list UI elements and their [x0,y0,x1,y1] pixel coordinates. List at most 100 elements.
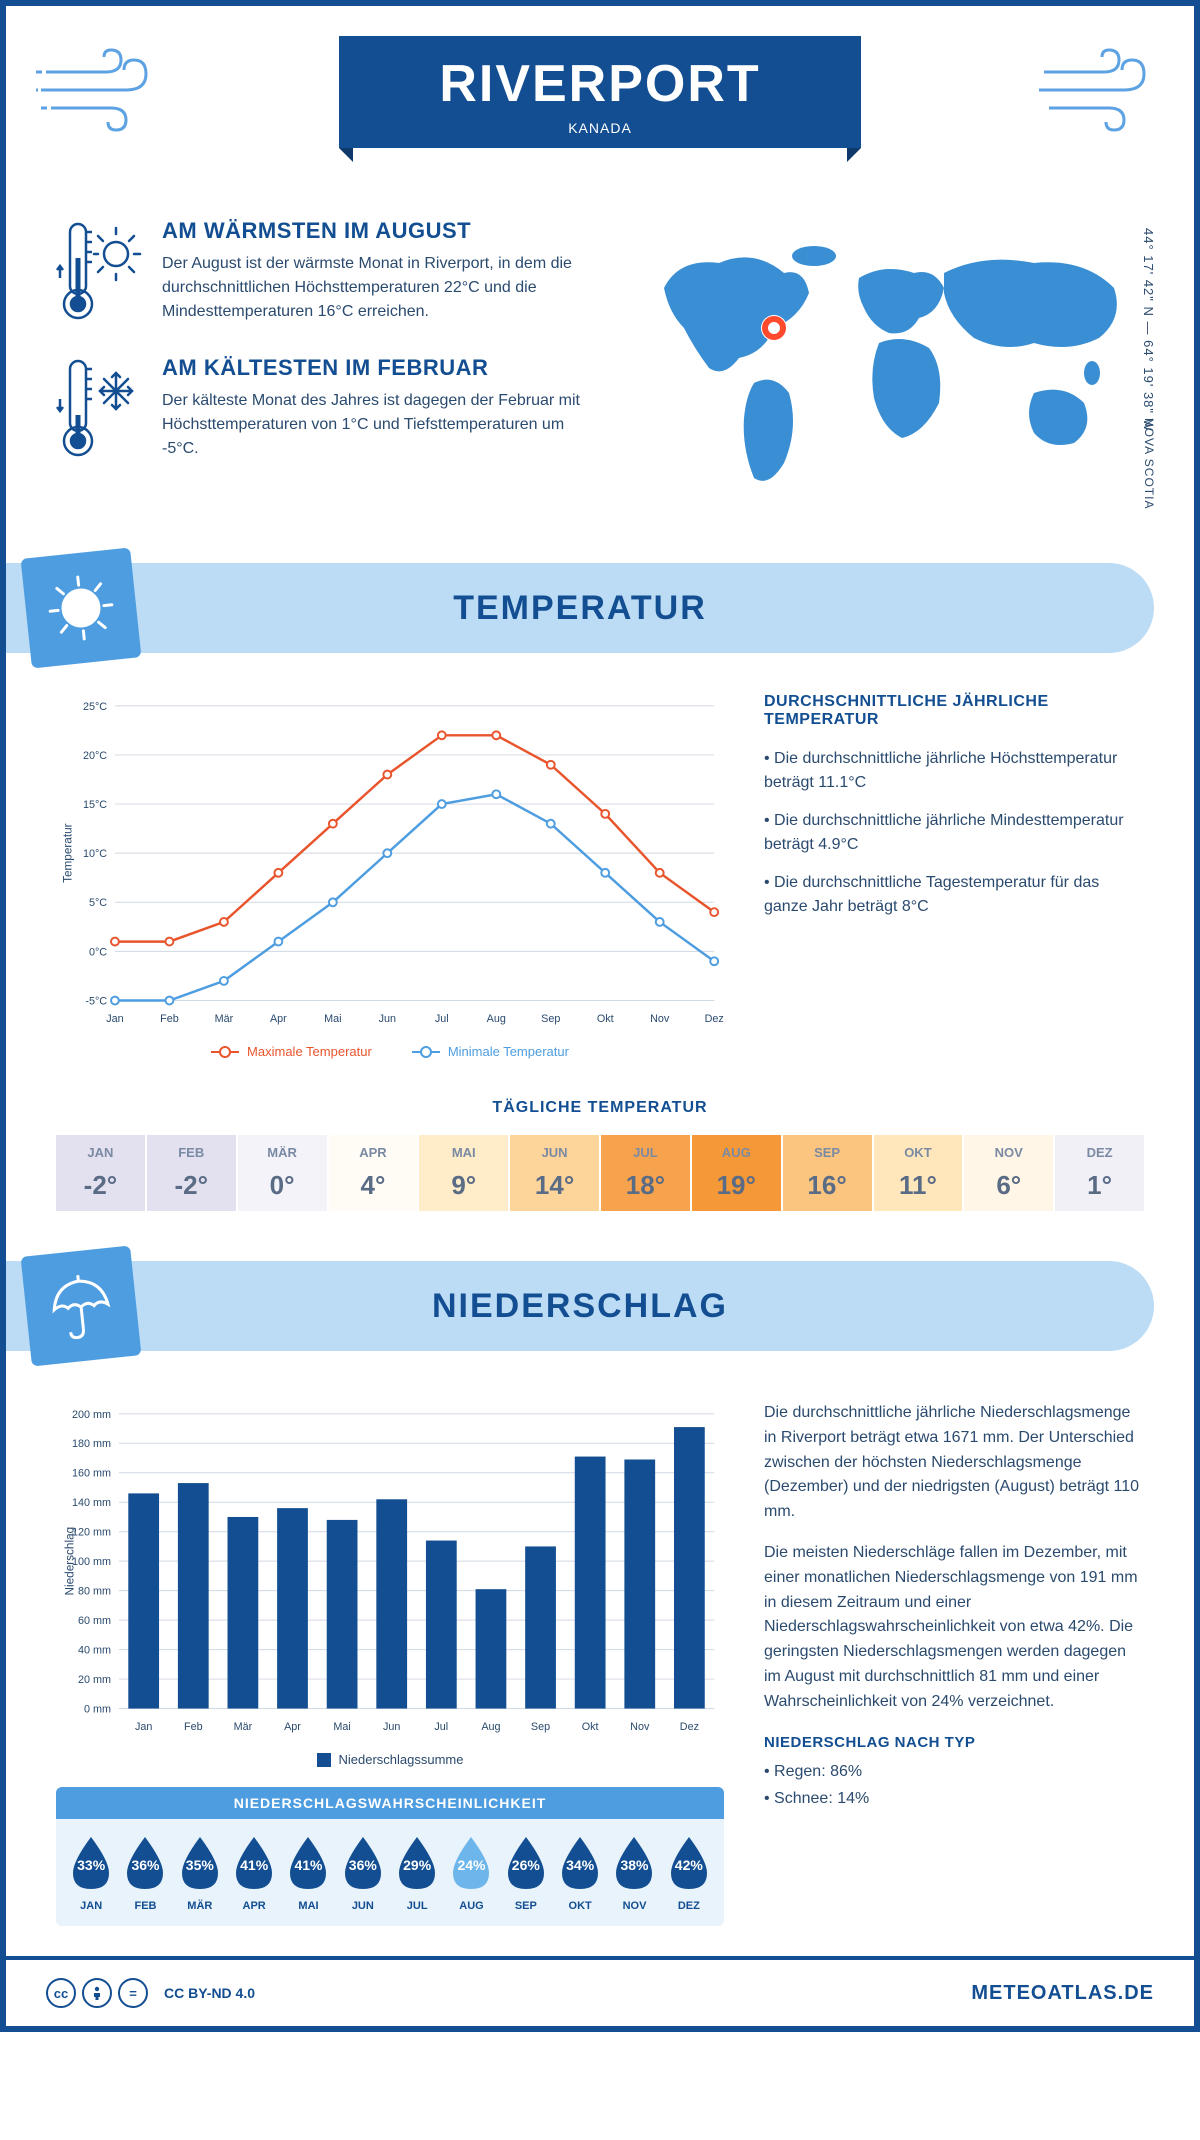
svg-text:80 mm: 80 mm [78,1586,111,1598]
svg-text:-5°C: -5°C [85,995,107,1007]
svg-text:10°C: 10°C [83,848,107,860]
svg-text:Aug: Aug [487,1013,506,1025]
precip-type-heading: NIEDERSCHLAG NACH TYP [764,1731,1144,1754]
daily-temp-cell: OKT11° [874,1135,963,1211]
legend-max-label: Maximale Temperatur [247,1044,372,1059]
footer: cc = CC BY-ND 4.0 METEOATLAS.DE [6,1956,1194,2026]
svg-text:25°C: 25°C [83,701,107,713]
svg-text:Dez: Dez [705,1013,724,1025]
daily-temp-cell: FEB-2° [147,1135,236,1211]
svg-text:100 mm: 100 mm [72,1556,111,1568]
probability-drop: 34%OKT [555,1833,605,1912]
license-label: CC BY-ND 4.0 [164,1985,255,2001]
svg-text:0 mm: 0 mm [84,1703,111,1715]
probability-drop: 29%JUL [392,1833,442,1912]
svg-text:Apr: Apr [284,1721,301,1733]
svg-text:Mai: Mai [333,1721,350,1733]
svg-text:Okt: Okt [582,1721,599,1733]
svg-text:Nov: Nov [650,1013,670,1025]
precipitation-title: NIEDERSCHLAG [6,1287,1154,1326]
svg-text:Jan: Jan [106,1013,123,1025]
probability-drop: 36%JUN [338,1833,388,1912]
svg-text:Temperatur: Temperatur [62,823,75,883]
coordinates-label: 44° 17' 42" N — 64° 19' 38" W [1141,228,1156,432]
temperature-info: DURCHSCHNITTLICHE JÄHRLICHE TEMPERATUR •… [764,693,1144,1059]
svg-text:Feb: Feb [160,1013,179,1025]
svg-text:180 mm: 180 mm [72,1438,111,1450]
cc-icon: cc [46,1978,76,2008]
temperature-info-heading: DURCHSCHNITTLICHE JÄHRLICHE TEMPERATUR [764,693,1144,729]
world-map-icon [624,218,1144,518]
svg-text:120 mm: 120 mm [72,1527,111,1539]
svg-text:20°C: 20°C [83,750,107,762]
daily-temp-cell: MAI9° [419,1135,508,1211]
precipitation-chart: 0 mm20 mm40 mm60 mm80 mm100 mm120 mm140 … [56,1401,724,1926]
precipitation-info: Die durchschnittliche jährliche Niedersc… [764,1401,1144,1926]
svg-text:160 mm: 160 mm [72,1468,111,1480]
nd-icon: = [118,1978,148,2008]
temperature-bullet: • Die durchschnittliche jährliche Höchst… [764,747,1144,795]
probability-heading: NIEDERSCHLAGSWAHRSCHEINLICHKEIT [56,1787,724,1819]
probability-drop: 33%JAN [66,1833,116,1912]
svg-text:200 mm: 200 mm [72,1409,111,1421]
thermometer-sun-icon [56,218,142,327]
svg-text:Nov: Nov [630,1721,650,1733]
probability-drop: 41%MAI [283,1833,333,1912]
daily-temp-cell: JUN14° [510,1135,599,1211]
region-label: NOVA SCOTIA [1142,418,1156,509]
precip-type-bullet: • Schnee: 14% [764,1787,1144,1812]
probability-drop: 26%SEP [501,1833,551,1912]
daily-temp-cell: APR4° [329,1135,418,1211]
temperature-chart: -5°C0°C5°C10°C15°C20°C25°CJanFebMärAprMa… [56,693,724,1059]
precipitation-section-header: NIEDERSCHLAG [6,1261,1154,1351]
precipitation-legend: Niederschlagssumme [56,1752,724,1767]
temperature-section-header: TEMPERATUR [6,563,1154,653]
daily-temp-cell: AUG19° [692,1135,781,1211]
svg-text:Okt: Okt [597,1013,614,1025]
svg-text:Niederschlag: Niederschlag [64,1527,77,1596]
license-block: cc = CC BY-ND 4.0 [46,1978,255,2008]
warmest-heading: AM WÄRMSTEN IM AUGUST [162,218,594,244]
temperature-bullet: • Die durchschnittliche Tagestemperatur … [764,871,1144,919]
page-title: RIVERPORT [439,54,760,114]
svg-text:Mai: Mai [324,1013,341,1025]
precip-paragraph: Die durchschnittliche jährliche Niedersc… [764,1401,1144,1525]
site-name: METEOATLAS.DE [971,1982,1154,2005]
probability-drop: 36%FEB [120,1833,170,1912]
probability-drop: 24%AUG [446,1833,496,1912]
intro-section: AM WÄRMSTEN IM AUGUST Der August ist der… [6,198,1194,563]
daily-temp-cell: JUL18° [601,1135,690,1211]
temperature-title: TEMPERATUR [6,589,1154,628]
svg-text:Sep: Sep [531,1721,550,1733]
header: RIVERPORT KANADA [6,6,1194,198]
coldest-text: Der kälteste Monat des Jahres ist dagege… [162,389,594,461]
precipitation-probability: NIEDERSCHLAGSWAHRSCHEINLICHKEIT 33%JAN36… [56,1787,724,1926]
probability-drop: 42%DEZ [664,1833,714,1912]
svg-text:Jun: Jun [379,1013,396,1025]
svg-text:Jul: Jul [435,1013,449,1025]
daily-temp-cell: JAN-2° [56,1135,145,1211]
temperature-bullet: • Die durchschnittliche jährliche Mindes… [764,809,1144,857]
svg-text:Aug: Aug [481,1721,500,1733]
svg-text:Jan: Jan [135,1721,152,1733]
probability-drop: 38%NOV [609,1833,659,1912]
by-icon [82,1978,112,2008]
svg-text:Sep: Sep [541,1013,560,1025]
wind-icon [36,42,166,137]
svg-text:Jun: Jun [383,1721,400,1733]
wind-icon [1034,42,1164,137]
precip-type-bullet: • Regen: 86% [764,1760,1144,1785]
thermometer-snow-icon [56,355,142,464]
svg-text:20 mm: 20 mm [78,1674,111,1686]
daily-temperature: TÄGLICHE TEMPERATUR JAN-2°FEB-2°MÄR0°APR… [6,1089,1194,1261]
svg-text:5°C: 5°C [89,897,107,909]
warmest-text: Der August ist der wärmste Monat in Rive… [162,252,594,324]
svg-text:Dez: Dez [680,1721,699,1733]
coldest-block: AM KÄLTESTEN IM FEBRUAR Der kälteste Mon… [56,355,594,464]
title-banner: RIVERPORT KANADA [339,36,860,148]
temperature-legend: Maximale Temperatur Minimale Temperatur [56,1044,724,1059]
svg-text:Apr: Apr [270,1013,287,1025]
daily-temp-cell: NOV6° [964,1135,1053,1211]
svg-text:Mär: Mär [234,1721,253,1733]
svg-text:15°C: 15°C [83,799,107,811]
